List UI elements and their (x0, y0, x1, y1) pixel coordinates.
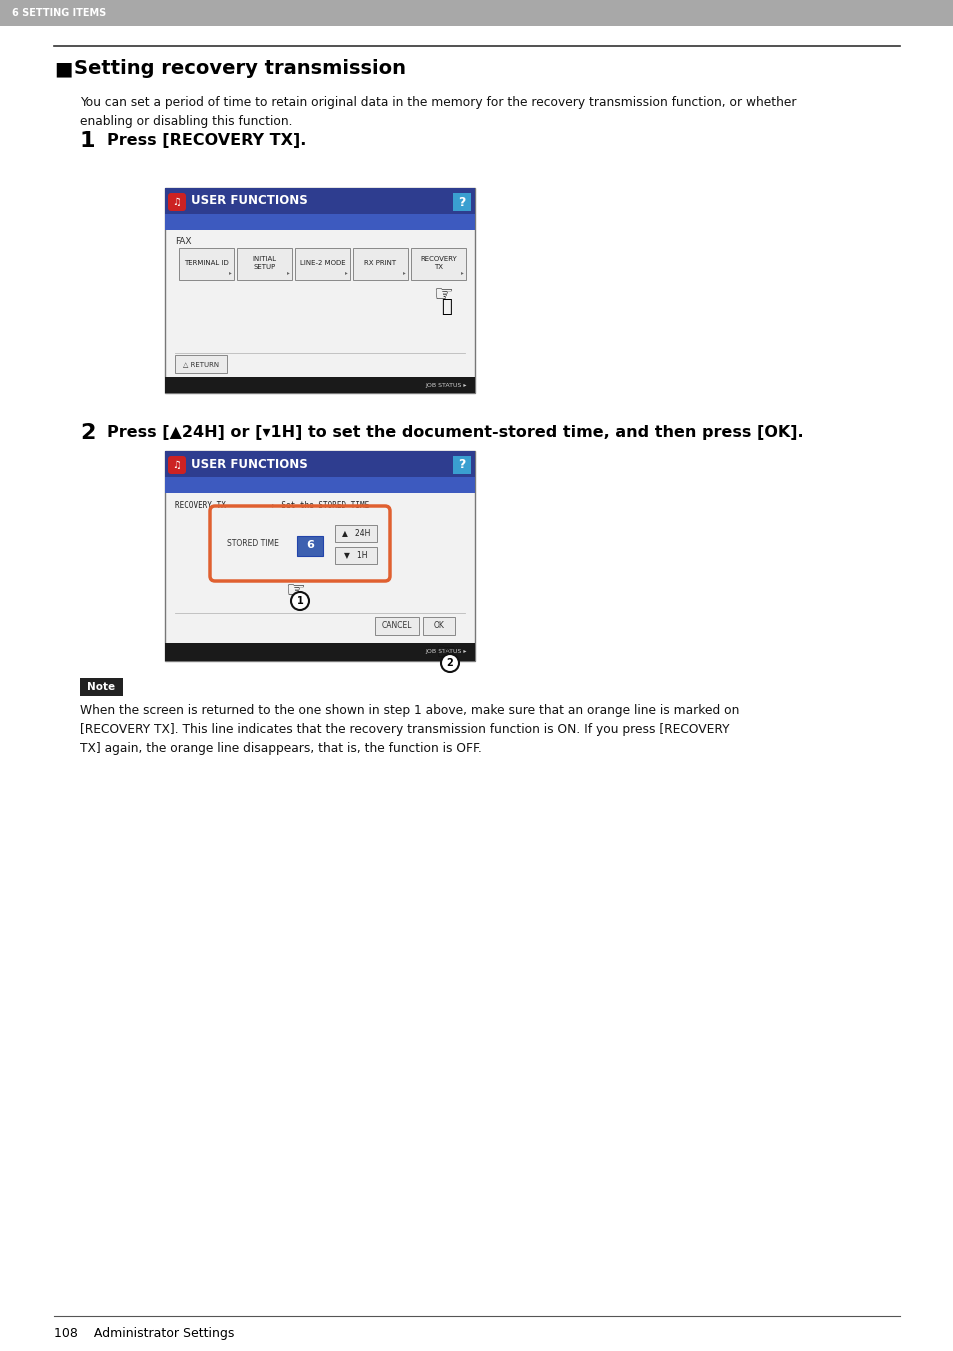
Text: When the screen is returned to the one shown in step 1 above, make sure that an : When the screen is returned to the one s… (80, 704, 739, 755)
FancyBboxPatch shape (168, 193, 186, 211)
Text: ▼   1H: ▼ 1H (344, 550, 367, 559)
Bar (453, 193, 471, 211)
Text: JOB STATUS ▸: JOB STATUS ▸ (425, 382, 467, 388)
Text: RX PRINT: RX PRINT (364, 259, 396, 266)
Text: STORED TIME: STORED TIME (227, 539, 278, 549)
Bar (80, 678, 123, 696)
Bar (165, 377, 475, 393)
Text: USER FUNCTIONS: USER FUNCTIONS (191, 195, 308, 208)
Text: ▸: ▸ (460, 270, 463, 276)
Text: 👍: 👍 (440, 299, 452, 316)
Text: FAX: FAX (174, 238, 192, 246)
Text: ☞: ☞ (285, 581, 305, 601)
Text: 2: 2 (80, 423, 95, 443)
Text: JOB STATUS ▸: JOB STATUS ▸ (425, 650, 467, 654)
Text: 108    Administrator Settings: 108 Administrator Settings (54, 1327, 234, 1339)
Bar (179, 249, 233, 280)
Text: ♫: ♫ (172, 459, 181, 470)
Bar (294, 249, 350, 280)
Text: ■: ■ (54, 59, 72, 78)
Text: RECOVERY TX          ► Set the STORED TIME: RECOVERY TX ► Set the STORED TIME (174, 500, 369, 509)
Circle shape (291, 592, 309, 611)
Bar (375, 617, 418, 635)
Text: ▸: ▸ (286, 270, 289, 276)
Text: 2: 2 (446, 658, 453, 667)
Text: Note: Note (88, 682, 115, 692)
Bar (174, 355, 227, 373)
Text: ▸: ▸ (402, 270, 405, 276)
Bar (165, 451, 475, 661)
Bar (165, 643, 475, 661)
Text: ?: ? (457, 196, 465, 208)
Text: OK: OK (433, 621, 444, 631)
Bar (411, 249, 465, 280)
Text: RECOVERY
TX: RECOVERY TX (419, 257, 456, 270)
Bar (165, 451, 475, 477)
Text: ▸: ▸ (344, 270, 347, 276)
Text: △ RETURN: △ RETURN (183, 361, 219, 367)
Bar (165, 477, 475, 493)
Text: CANCEL: CANCEL (381, 621, 412, 631)
Bar (236, 249, 292, 280)
Bar (335, 547, 376, 563)
Text: 1: 1 (80, 131, 95, 151)
Text: INITIAL
SETUP: INITIAL SETUP (253, 257, 276, 270)
Text: TERMINAL ID: TERMINAL ID (184, 259, 229, 266)
Text: You can set a period of time to retain original data in the memory for the recov: You can set a period of time to retain o… (80, 96, 796, 128)
Text: USER FUNCTIONS: USER FUNCTIONS (191, 458, 308, 470)
Text: ▸: ▸ (229, 270, 232, 276)
Bar (353, 249, 408, 280)
Bar (453, 457, 471, 474)
Bar (165, 188, 475, 393)
Bar (165, 188, 475, 213)
Text: Press [RECOVERY TX].: Press [RECOVERY TX]. (107, 134, 306, 149)
Text: Setting recovery transmission: Setting recovery transmission (74, 59, 406, 78)
Text: 6: 6 (306, 540, 314, 550)
Text: ☞: ☞ (433, 285, 453, 305)
Text: LINE-2 MODE: LINE-2 MODE (299, 259, 345, 266)
Text: Press [▲24H] or [▾1H] to set the document-stored time, and then press [OK].: Press [▲24H] or [▾1H] to set the documen… (107, 426, 802, 440)
Bar (296, 535, 323, 555)
Bar (165, 213, 475, 230)
Bar (422, 617, 455, 635)
FancyBboxPatch shape (168, 457, 186, 474)
Text: ▲   24H: ▲ 24H (341, 528, 370, 538)
Text: 1: 1 (296, 596, 303, 607)
Text: ?: ? (457, 458, 465, 471)
Text: 6 SETTING ITEMS: 6 SETTING ITEMS (12, 8, 106, 18)
Circle shape (440, 654, 458, 671)
Text: ☞: ☞ (435, 643, 455, 663)
Bar (0, 0, 953, 26)
Text: ♫: ♫ (172, 197, 181, 207)
Bar (335, 524, 376, 542)
